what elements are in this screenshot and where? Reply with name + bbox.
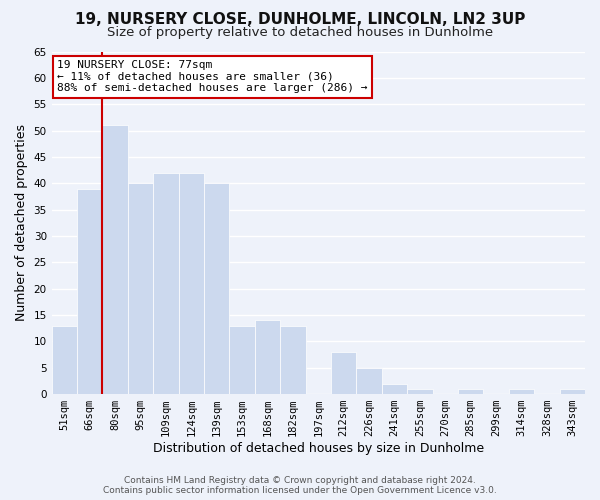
Bar — [331, 352, 356, 394]
Text: Size of property relative to detached houses in Dunholme: Size of property relative to detached ho… — [107, 26, 493, 39]
Bar — [103, 126, 128, 394]
Bar — [407, 389, 433, 394]
Bar — [560, 389, 585, 394]
Text: 19 NURSERY CLOSE: 77sqm
← 11% of detached houses are smaller (36)
88% of semi-de: 19 NURSERY CLOSE: 77sqm ← 11% of detache… — [57, 60, 367, 94]
X-axis label: Distribution of detached houses by size in Dunholme: Distribution of detached houses by size … — [153, 442, 484, 455]
Bar — [52, 326, 77, 394]
Bar — [204, 184, 229, 394]
Text: 19, NURSERY CLOSE, DUNHOLME, LINCOLN, LN2 3UP: 19, NURSERY CLOSE, DUNHOLME, LINCOLN, LN… — [75, 12, 525, 28]
Bar — [458, 389, 484, 394]
Bar — [280, 326, 305, 394]
Bar — [153, 172, 179, 394]
Bar — [77, 188, 103, 394]
Bar — [382, 384, 407, 394]
Y-axis label: Number of detached properties: Number of detached properties — [15, 124, 28, 322]
Bar — [509, 389, 534, 394]
Bar — [229, 326, 255, 394]
Bar — [179, 172, 204, 394]
Bar — [356, 368, 382, 394]
Bar — [255, 320, 280, 394]
Bar — [128, 184, 153, 394]
Text: Contains HM Land Registry data © Crown copyright and database right 2024.
Contai: Contains HM Land Registry data © Crown c… — [103, 476, 497, 495]
